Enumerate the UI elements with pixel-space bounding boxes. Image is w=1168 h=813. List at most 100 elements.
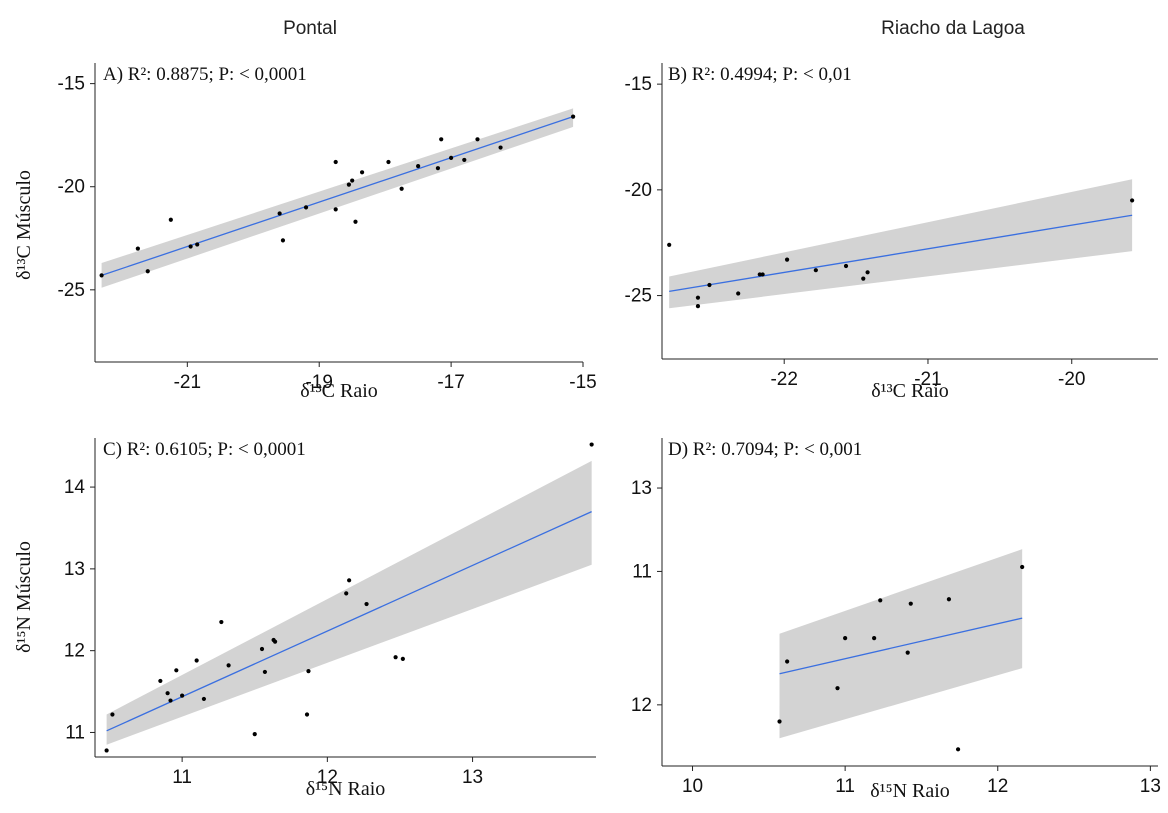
x-tick-label: -20 (1058, 369, 1085, 390)
x-tick-label: -21 (914, 369, 941, 390)
panel-a: -21 -19 -17 -15 -15 -20 -25 A) R²: 0.8875; P: <… (13, 63, 597, 402)
y-axis-label: δ¹⁵N Músculo (13, 541, 35, 653)
column-title-left: Pontal (283, 18, 337, 39)
data-point (226, 663, 231, 668)
data-point (946, 597, 952, 602)
data-point (393, 655, 398, 660)
data-point (350, 178, 355, 183)
y-tick-label: 12 (64, 641, 85, 662)
data-point (272, 639, 278, 644)
data-point (195, 242, 200, 247)
data-point (449, 155, 454, 160)
panel-annotation: A) R²: 0.8875; P: < 0,0001 (103, 64, 307, 85)
data-point (878, 598, 883, 603)
y-tick-label: -15 (58, 74, 85, 95)
data-point (695, 295, 701, 300)
data-point (277, 211, 282, 216)
data-point (174, 668, 179, 673)
regression-line (106, 511, 592, 732)
x-tick-label: 11 (172, 767, 192, 788)
x-tick-label: 10 (682, 776, 703, 797)
data-point (304, 712, 310, 717)
data-point (333, 207, 338, 212)
data-point (145, 269, 150, 274)
data-point (364, 601, 369, 607)
data-point (475, 137, 480, 142)
data-point (353, 219, 358, 224)
x-tick-label: 11 (835, 776, 855, 797)
x-tick-label: -21 (174, 372, 201, 393)
y-tick-label: -15 (625, 74, 652, 95)
x-tick-label: -15 (569, 372, 596, 393)
data-point (104, 748, 109, 753)
data-point (439, 137, 444, 142)
x-tick-label: 12 (987, 776, 1008, 797)
regression-line (779, 617, 1023, 675)
x-axis-label: δ¹⁵N Raio (306, 778, 386, 800)
data-point (435, 166, 441, 171)
x-tick-label: -19 (305, 372, 332, 393)
data-point (306, 669, 311, 674)
column-title-right: Riacho da Lagoa (881, 18, 1025, 39)
confidence-band (101, 108, 574, 288)
data-point (955, 747, 961, 752)
data-point (280, 238, 286, 243)
data-point (135, 246, 140, 251)
data-point (695, 304, 701, 309)
x-tick-label: -17 (437, 372, 464, 393)
x-tick-label: 13 (1140, 776, 1161, 797)
data-point (861, 276, 866, 281)
data-point (344, 591, 349, 596)
panel-d: 10 11 12 13 13 11 12 D) R²: 0.7094; P: < 0,001 δ… (631, 438, 1161, 802)
confidence-band (106, 460, 592, 745)
regression-line (669, 214, 1133, 292)
data-point (843, 636, 848, 641)
y-tick-label: 14 (64, 477, 86, 498)
data-point (905, 650, 910, 655)
data-point (333, 159, 338, 165)
y-tick-label: 11 (632, 561, 652, 582)
data-point (252, 731, 257, 737)
data-point (736, 291, 741, 296)
data-point (219, 619, 224, 625)
data-point (400, 656, 405, 661)
data-point (168, 217, 173, 222)
data-point (707, 282, 712, 288)
x-tick-label: -22 (770, 369, 797, 390)
data-point (347, 578, 352, 583)
confidence-band (669, 179, 1133, 309)
panel-b: -22 -21 -20 -15 -20 -25 B) R²: 0.4994; P: < 0,… (625, 63, 1158, 402)
x-axis-label: δ¹³C Raio (300, 380, 378, 402)
data-point (386, 159, 391, 165)
data-point (165, 691, 170, 696)
data-point (589, 442, 594, 447)
data-point (757, 272, 762, 277)
data-point (359, 170, 365, 175)
data-point (188, 244, 193, 249)
panel-c: 11 12 13 14 13 12 11 C) R²: 0.6105; P: < 0,0001… (13, 438, 596, 800)
y-tick-label: 13 (64, 559, 85, 580)
data-point (813, 268, 818, 273)
data-point (303, 205, 309, 210)
data-point (1020, 564, 1025, 570)
data-point (99, 273, 104, 278)
data-point (201, 696, 207, 702)
y-tick-label: 12 (631, 695, 652, 716)
data-point (667, 242, 672, 247)
y-tick-label: 13 (631, 478, 652, 499)
data-point (399, 186, 404, 191)
data-point (462, 157, 467, 163)
data-point (785, 659, 790, 664)
data-point (1130, 198, 1135, 203)
data-point (180, 693, 185, 698)
data-point (262, 669, 268, 675)
data-point (158, 678, 163, 684)
x-tick-label: 13 (462, 767, 483, 788)
data-point (872, 636, 877, 641)
data-point (784, 257, 790, 262)
data-point (908, 601, 913, 606)
y-tick-label: -20 (625, 180, 652, 201)
y-tick-label: 11 (65, 722, 85, 743)
x-tick-label: 12 (317, 767, 338, 788)
data-point (346, 182, 351, 187)
